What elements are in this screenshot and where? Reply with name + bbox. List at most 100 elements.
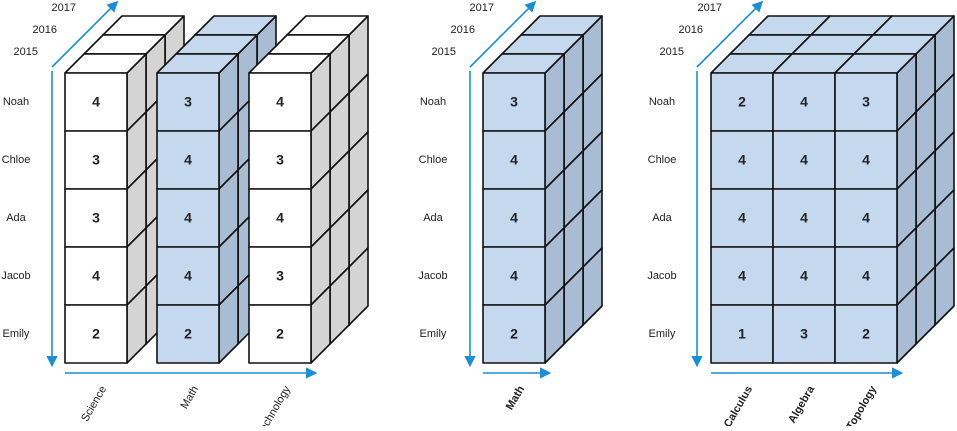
cell-value: 4	[92, 268, 100, 284]
cube-panel: 2015 2016 2017 Noah Chloe Ada Jacob Emily Math 3 4…	[418, 0, 603, 412]
cube-front	[156, 130, 220, 190]
column-label: Math	[504, 384, 527, 412]
year-label: 2017	[52, 2, 76, 14]
cell-value: 3	[510, 94, 518, 110]
cube-front	[834, 246, 898, 306]
cell-value: 3	[184, 94, 192, 110]
cube-front	[482, 304, 546, 364]
year-label: 2017	[470, 2, 494, 14]
cell-value: 4	[510, 210, 518, 226]
cube-panel: 2015 2016 2017 Noah Chloe Ada Jacob Emily Calcul…	[647, 0, 955, 431]
row-label: Chloe	[419, 154, 448, 166]
cube-front	[248, 246, 312, 306]
row-label: Ada	[6, 212, 26, 224]
cube-front	[64, 304, 128, 364]
row-label: Jacob	[647, 270, 676, 282]
cube-front	[248, 72, 312, 132]
cell-value: 4	[184, 210, 192, 226]
cube-front	[710, 246, 774, 306]
axis-arrow	[696, 0, 764, 68]
cell-value: 2	[738, 94, 746, 110]
year-label: 2015	[432, 46, 456, 58]
cube-front	[64, 72, 128, 132]
cube-front	[248, 188, 312, 248]
cube-front	[772, 304, 836, 364]
cell-value: 1	[738, 326, 746, 342]
year-label: 2016	[679, 24, 703, 36]
cube-panel: 2015 2016 2017 Noah Chloe Ada Jacob Emily Scienc…	[1, 0, 369, 431]
year-label: 2015	[14, 46, 38, 58]
cell-value: 4	[800, 94, 808, 110]
cell-value: 2	[92, 326, 100, 342]
cube-front	[156, 188, 220, 248]
cube-front	[248, 130, 312, 190]
cube-front	[156, 246, 220, 306]
axis-arrow	[469, 0, 537, 68]
row-label: Noah	[649, 96, 675, 108]
cube-front	[64, 130, 128, 190]
column-label: Algebra	[786, 383, 817, 425]
column-label: Topology	[844, 383, 879, 426]
cube-front	[482, 188, 546, 248]
cell-value: 3	[276, 268, 284, 284]
row-label: Jacob	[418, 270, 447, 282]
cube-front	[156, 72, 220, 132]
cube-front	[64, 188, 128, 248]
cell-value: 4	[800, 210, 808, 226]
cell-value: 4	[738, 268, 746, 284]
row-label: Jacob	[1, 270, 30, 282]
cube-front	[156, 304, 220, 364]
cube-front	[248, 304, 312, 364]
row-label: Noah	[3, 96, 29, 108]
cell-value: 4	[184, 152, 192, 168]
cube-front	[482, 72, 546, 132]
cell-value: 2	[510, 326, 518, 342]
column-label: Calculus	[722, 384, 755, 426]
cell-value: 4	[510, 268, 518, 284]
cell-value: 4	[510, 152, 518, 168]
cell-value: 3	[92, 210, 100, 226]
cube-front	[834, 304, 898, 364]
cell-value: 4	[862, 268, 870, 284]
cube-front	[772, 72, 836, 132]
cube-front	[772, 246, 836, 306]
cell-value: 4	[92, 94, 100, 110]
axis-arrow	[51, 0, 119, 68]
year-label: 2015	[660, 46, 684, 58]
cube-front	[710, 72, 774, 132]
cell-value: 4	[800, 152, 808, 168]
cell-value: 2	[862, 326, 870, 342]
cell-value: 4	[738, 152, 746, 168]
cell-value: 4	[738, 210, 746, 226]
cube-front	[834, 130, 898, 190]
column-label: Math	[178, 384, 201, 411]
year-label: 2016	[33, 24, 57, 36]
cell-value: 2	[184, 326, 192, 342]
row-label: Emily	[420, 328, 447, 340]
row-label: Chloe	[648, 154, 677, 166]
cell-value: 3	[862, 94, 870, 110]
row-label: Noah	[420, 96, 446, 108]
cube-front	[834, 188, 898, 248]
cell-value: 3	[276, 152, 284, 168]
cell-value: 3	[92, 152, 100, 168]
cube-front	[64, 246, 128, 306]
cube-front	[710, 130, 774, 190]
row-label: Ada	[652, 212, 672, 224]
cube-front	[710, 304, 774, 364]
cell-value: 4	[862, 210, 870, 226]
cell-value: 4	[276, 94, 284, 110]
cell-value: 2	[276, 326, 284, 342]
cell-value: 3	[800, 326, 808, 342]
row-label: Emily	[649, 328, 676, 340]
cube-front	[772, 130, 836, 190]
column-label: Technology	[255, 384, 293, 426]
row-label: Chloe	[2, 154, 31, 166]
year-label: 2016	[451, 24, 475, 36]
cube-front	[834, 72, 898, 132]
cell-value: 4	[862, 152, 870, 168]
cell-value: 4	[184, 268, 192, 284]
cell-value: 4	[800, 268, 808, 284]
cell-value: 4	[276, 210, 284, 226]
